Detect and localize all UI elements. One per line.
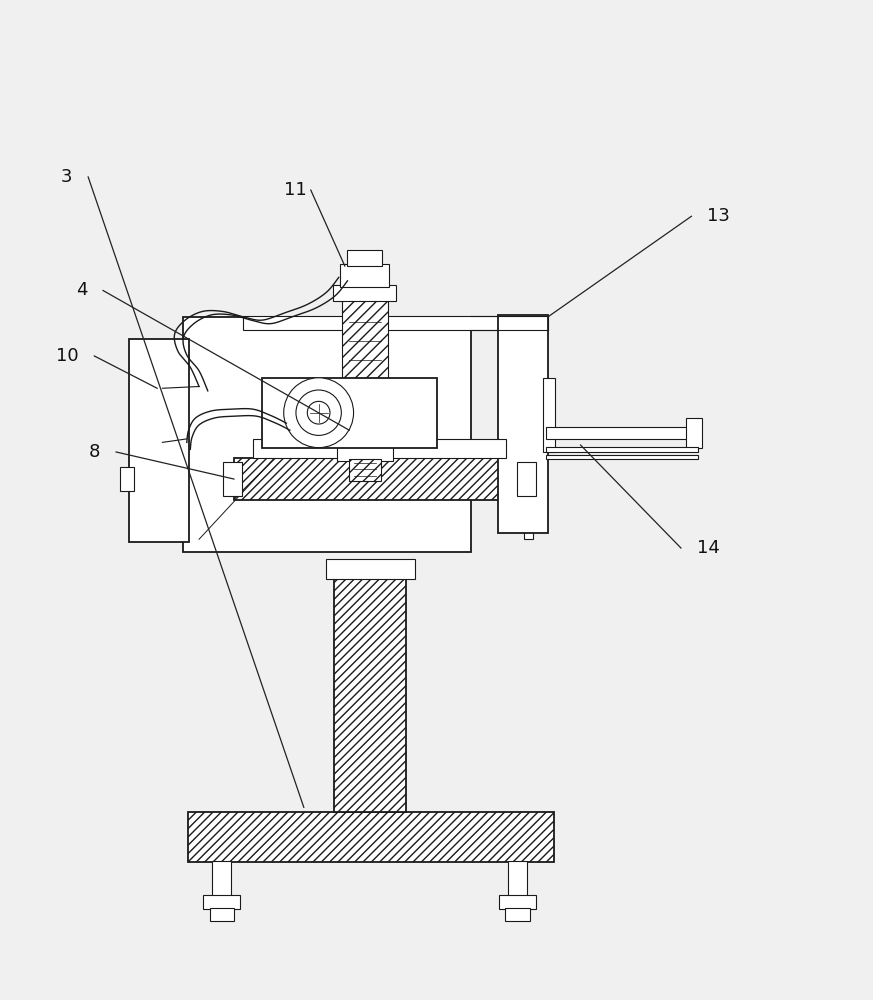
Bar [333,285,396,301]
Text: 3: 3 [61,168,72,186]
Bar [498,315,548,533]
Bar [349,459,381,481]
Circle shape [307,401,330,424]
Bar [546,447,698,452]
Bar [340,264,389,287]
Text: 8: 8 [89,443,100,461]
Bar [546,455,698,459]
Bar [203,895,240,909]
Bar [212,861,231,897]
Bar [505,908,530,921]
Bar [334,572,406,812]
Bar [129,339,189,542]
Bar [543,378,555,452]
Bar [508,861,527,897]
Circle shape [296,390,341,435]
Bar [517,462,536,496]
Bar [342,299,388,448]
Bar [243,316,548,330]
Bar [686,418,702,448]
Bar [499,895,536,909]
Bar [253,439,506,458]
Bar [546,427,696,439]
Bar [524,461,533,539]
Text: 11: 11 [284,181,306,199]
Text: 13: 13 [707,207,730,225]
Text: 10: 10 [56,347,79,365]
Bar [347,250,382,266]
Bar [234,458,531,500]
Circle shape [284,378,354,448]
Text: 4: 4 [76,281,87,299]
Bar [210,908,234,921]
Bar [262,378,436,448]
Text: 14: 14 [697,539,719,557]
Bar [337,445,393,461]
Bar [188,812,554,862]
Bar [120,467,134,491]
Bar [183,317,471,552]
Bar [223,462,242,496]
Bar [326,559,415,579]
